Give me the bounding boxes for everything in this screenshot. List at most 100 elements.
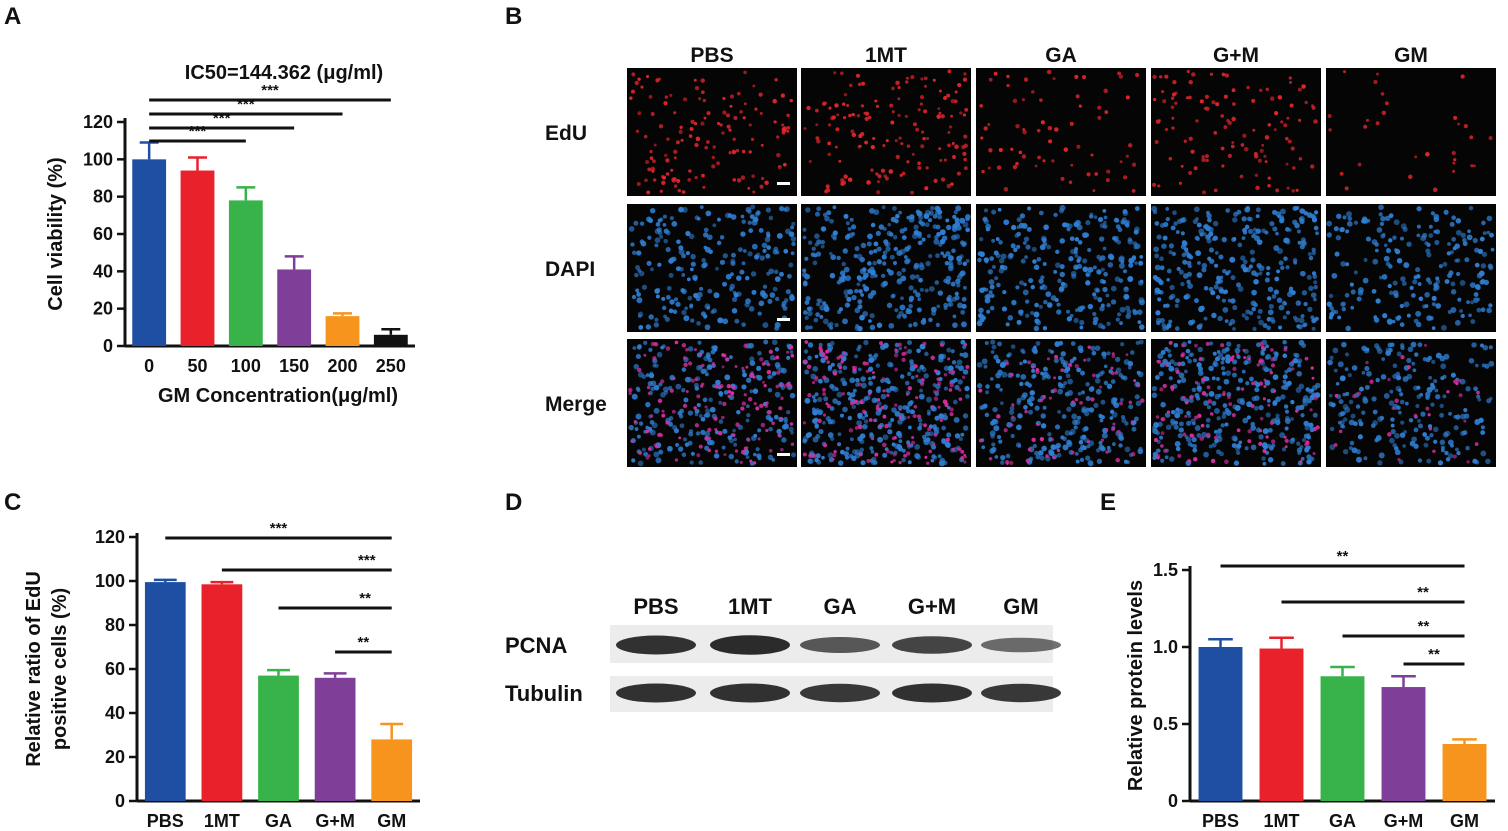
dapi-nucleus [740, 231, 746, 237]
edu-positive-cell [1003, 187, 1009, 192]
dapi-nucleus [1426, 252, 1432, 258]
dapi-nucleus [918, 277, 923, 283]
dapi-nucleus [1280, 394, 1286, 400]
dapi-nucleus [734, 459, 739, 464]
dapi-nucleus [1295, 387, 1302, 393]
edu-positive-cell [753, 401, 757, 406]
dapi-nucleus [1106, 383, 1113, 389]
edu-positive-cell [957, 447, 962, 452]
dapi-nucleus [1282, 339, 1287, 345]
edu-positive-cell [1040, 120, 1045, 125]
edu-positive-cell [740, 175, 746, 180]
dapi-nucleus [711, 308, 718, 314]
dapi-nucleus [1090, 345, 1096, 351]
dapi-nucleus [771, 371, 777, 376]
dapi-nucleus [943, 365, 950, 371]
dapi-nucleus [1476, 285, 1481, 291]
edu-positive-cell [1103, 88, 1109, 94]
dapi-nucleus [1490, 247, 1495, 252]
dapi-nucleus [907, 460, 912, 465]
dapi-nucleus [1055, 444, 1060, 449]
dapi-nucleus [1418, 296, 1424, 302]
edu-positive-cell [877, 174, 882, 179]
dapi-nucleus [1327, 359, 1333, 366]
dapi-nucleus [962, 221, 969, 228]
dapi-nucleus [858, 289, 863, 294]
edu-positive-cell [727, 394, 731, 398]
edu-positive-cell [826, 360, 830, 364]
dapi-nucleus [719, 235, 725, 240]
dapi-nucleus [753, 433, 758, 438]
dapi-nucleus [1057, 388, 1064, 395]
dapi-nucleus [1172, 210, 1177, 216]
edu-positive-cell [883, 174, 887, 178]
dapi-nucleus [639, 270, 645, 277]
dapi-nucleus [1294, 353, 1300, 359]
dapi-nucleus [891, 407, 897, 413]
dapi-nucleus [1222, 403, 1228, 408]
x-tick-label: GM [1450, 811, 1479, 831]
dapi-nucleus [650, 267, 654, 272]
dapi-nucleus [703, 227, 709, 233]
dapi-nucleus [1411, 293, 1416, 298]
edu-positive-cell [694, 142, 699, 148]
dapi-nucleus [851, 294, 857, 301]
dapi-nucleus [1390, 428, 1396, 435]
significance-marker: ** [359, 590, 371, 607]
dapi-nucleus [1115, 317, 1120, 322]
dapi-nucleus [1442, 261, 1448, 267]
dapi-nucleus [1386, 248, 1392, 254]
dapi-nucleus [1468, 205, 1474, 211]
dapi-nucleus [830, 254, 836, 261]
dapi-nucleus [1214, 356, 1220, 362]
edu-positive-cell [746, 438, 751, 442]
dapi-nucleus [1381, 357, 1386, 362]
dapi-nucleus [1237, 377, 1244, 383]
edu-positive-cell [836, 113, 840, 117]
dapi-nucleus [782, 305, 788, 311]
edu-positive-cell [628, 387, 633, 393]
dapi-nucleus [978, 307, 984, 314]
dapi-nucleus [759, 255, 765, 261]
dapi-nucleus [653, 451, 660, 458]
edu-positive-cell [871, 437, 875, 441]
dapi-nucleus [742, 249, 747, 253]
dapi-nucleus [776, 428, 782, 435]
dapi-nucleus [1487, 263, 1493, 269]
edu-positive-cell [1069, 121, 1074, 126]
dapi-nucleus [1106, 351, 1111, 356]
dapi-nucleus [951, 296, 957, 302]
edu-positive-cell [874, 99, 878, 103]
edu-positive-cell [987, 166, 991, 170]
dapi-nucleus [1102, 208, 1107, 213]
dapi-nucleus [1207, 256, 1212, 261]
x-tick-label: PBS [1202, 811, 1239, 831]
dapi-nucleus [867, 261, 872, 266]
dapi-nucleus [954, 433, 961, 439]
edu-positive-cell [661, 409, 665, 413]
edu-positive-cell [866, 458, 871, 464]
edu-positive-cell [1071, 400, 1075, 404]
edu-positive-cell [1047, 125, 1053, 131]
edu-positive-cell [1270, 363, 1276, 368]
dapi-nucleus [1194, 425, 1201, 431]
dapi-nucleus [1306, 274, 1312, 280]
dapi-nucleus [983, 364, 988, 369]
dapi-nucleus [1330, 309, 1336, 315]
edu-positive-cell [633, 420, 637, 424]
dapi-nucleus [1474, 262, 1480, 268]
edu-positive-cell [1269, 420, 1274, 425]
edu-positive-cell [659, 433, 664, 437]
dapi-nucleus [1098, 444, 1105, 451]
dapi-nucleus [1340, 301, 1346, 307]
dapi-nucleus [859, 447, 865, 453]
dapi-nucleus [946, 441, 951, 446]
edu-positive-cell [921, 378, 925, 382]
dapi-nucleus [1450, 289, 1457, 295]
dapi-nucleus [1303, 420, 1309, 427]
dapi-nucleus [1396, 351, 1402, 357]
dapi-nucleus [1388, 264, 1393, 269]
dapi-nucleus [787, 273, 792, 279]
dapi-nucleus [1169, 284, 1175, 291]
dapi-nucleus [876, 246, 882, 252]
